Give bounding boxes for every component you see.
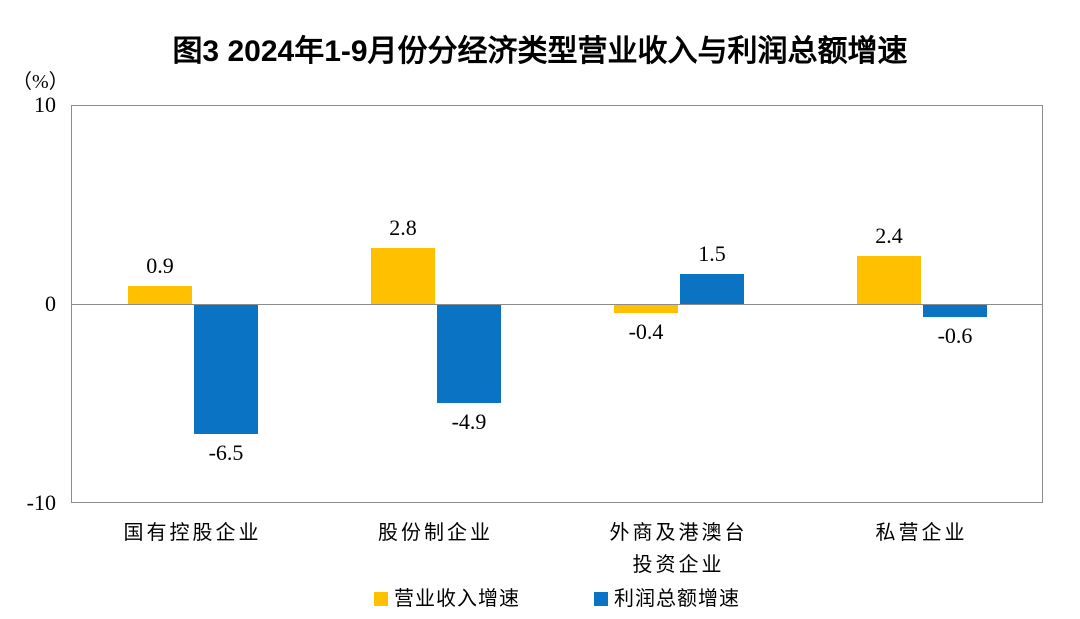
value-label-revenue-group3: -0.4 [628,319,664,344]
value-label-revenue-group1: 0.9 [146,253,174,278]
y-axis-tick-label: -10 [26,490,56,515]
bar-profit-group4 [923,305,987,317]
value-label-profit-group4: -0.6 [937,323,973,348]
value-label-profit-group1: -6.5 [208,440,244,465]
category-label: 私营企业 [875,522,968,544]
category-label: 国有控股企业 [123,522,262,544]
legend-item-revenue: 营业收入增速 [374,586,520,612]
chart-title: 图3 2024年1-9月份分经济类型营业收入与利润总额增速 [172,35,908,68]
bar-profit-group1 [194,305,258,434]
y-axis-tick-label: 0 [45,291,56,316]
value-label-revenue-group4: 2.4 [875,223,903,248]
bar-revenue-group2 [371,248,435,304]
value-label-profit-group3: 1.5 [698,241,726,266]
y-axis-unit-label: （%） [12,71,69,93]
legend: 营业收入增速 利润总额增速 [71,586,1043,612]
value-label-profit-group2: -4.9 [451,409,487,434]
bar-revenue-group3 [614,305,678,313]
legend-label-revenue: 营业收入增速 [394,588,520,610]
category-label: 外商及港澳台 投资企业 [609,522,748,576]
legend-swatch-profit [594,592,608,606]
bar-profit-group2 [437,305,501,403]
legend-label-profit: 利润总额增速 [614,588,740,610]
bar-revenue-group1 [128,286,192,304]
bar-profit-group3 [680,274,744,304]
bar-revenue-group4 [857,256,921,304]
legend-swatch-revenue [374,592,388,606]
zero-baseline [71,304,1043,305]
legend-item-profit: 利润总额增速 [594,586,740,612]
category-label: 股份制企业 [378,522,493,544]
y-axis-tick-label: 10 [34,92,56,117]
value-label-revenue-group2: 2.8 [389,215,417,240]
